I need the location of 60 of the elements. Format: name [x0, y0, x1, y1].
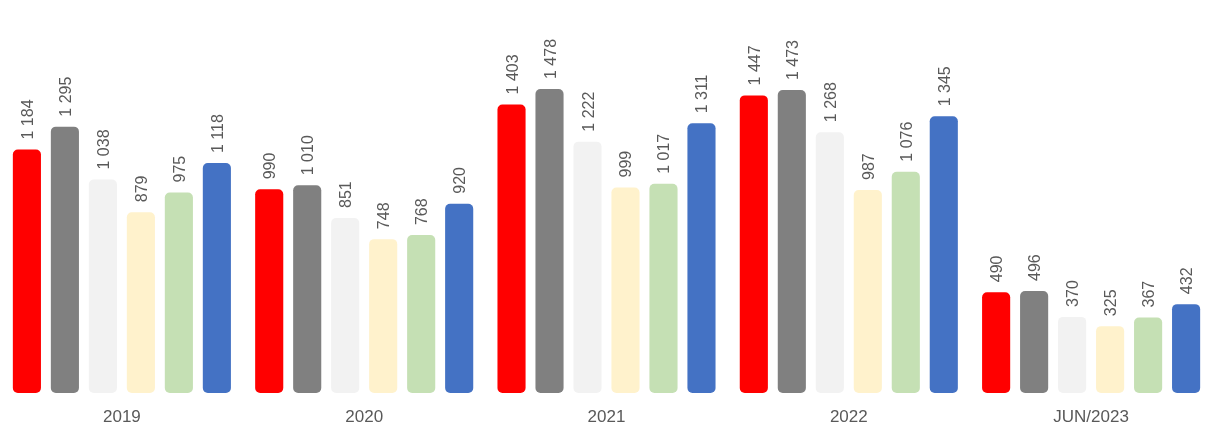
data-label: 1 222	[579, 91, 597, 132]
bar	[687, 123, 716, 393]
bar	[982, 292, 1011, 393]
data-label: 496	[1026, 254, 1044, 281]
bar	[777, 90, 806, 393]
data-label: 1 184	[18, 99, 36, 140]
bar	[164, 192, 193, 393]
x-tick-label: 2020	[345, 407, 384, 426]
bar	[497, 104, 526, 393]
data-label: 768	[413, 198, 431, 226]
data-label: 1 447	[745, 45, 763, 86]
bar	[407, 235, 436, 393]
bar	[1096, 326, 1125, 393]
bar	[739, 95, 768, 393]
bar	[50, 126, 79, 393]
data-label: 990	[261, 152, 279, 180]
data-label: 1 010	[299, 135, 317, 176]
x-tick-label: 2022	[829, 407, 868, 426]
data-label: 975	[170, 155, 188, 183]
x-tick-label: 2021	[587, 407, 626, 426]
data-label: 879	[132, 175, 150, 203]
x-tick-label: JUN/2023	[1053, 407, 1129, 426]
data-label: 432	[1178, 267, 1196, 295]
data-label: 999	[617, 150, 635, 178]
bar	[611, 187, 640, 393]
bar	[126, 212, 155, 393]
bar	[369, 239, 398, 393]
bar	[293, 185, 322, 393]
bar	[929, 116, 958, 393]
bar	[891, 171, 920, 393]
data-label: 1 311	[693, 74, 711, 114]
data-label: 987	[859, 153, 877, 180]
data-label: 1 038	[94, 129, 112, 170]
data-label: 370	[1064, 280, 1082, 307]
x-tick-label: 2019	[102, 407, 141, 426]
bar	[445, 203, 474, 393]
bar	[12, 149, 41, 393]
bar	[853, 189, 882, 393]
data-label: 1 478	[541, 38, 559, 79]
bar	[535, 89, 564, 393]
data-label: 1 118	[208, 114, 226, 154]
bar	[1020, 290, 1049, 393]
data-label: 1 295	[56, 76, 74, 117]
data-label: 920	[451, 166, 469, 194]
data-label: 1 017	[655, 133, 673, 174]
data-label: 1 403	[503, 54, 521, 95]
data-label: 1 473	[783, 39, 801, 81]
data-label: 325	[1102, 289, 1120, 317]
bar	[1134, 317, 1163, 393]
bar	[202, 163, 231, 393]
data-label: 748	[375, 202, 393, 230]
data-label: 367	[1140, 280, 1158, 308]
data-label: 851	[337, 181, 355, 208]
bar	[255, 189, 284, 393]
data-label: 1 268	[821, 82, 839, 123]
data-label: 1 076	[897, 121, 915, 162]
data-label: 490	[988, 255, 1006, 283]
bar	[1172, 304, 1201, 393]
data-label: 1 345	[935, 66, 953, 107]
bar	[649, 183, 678, 393]
